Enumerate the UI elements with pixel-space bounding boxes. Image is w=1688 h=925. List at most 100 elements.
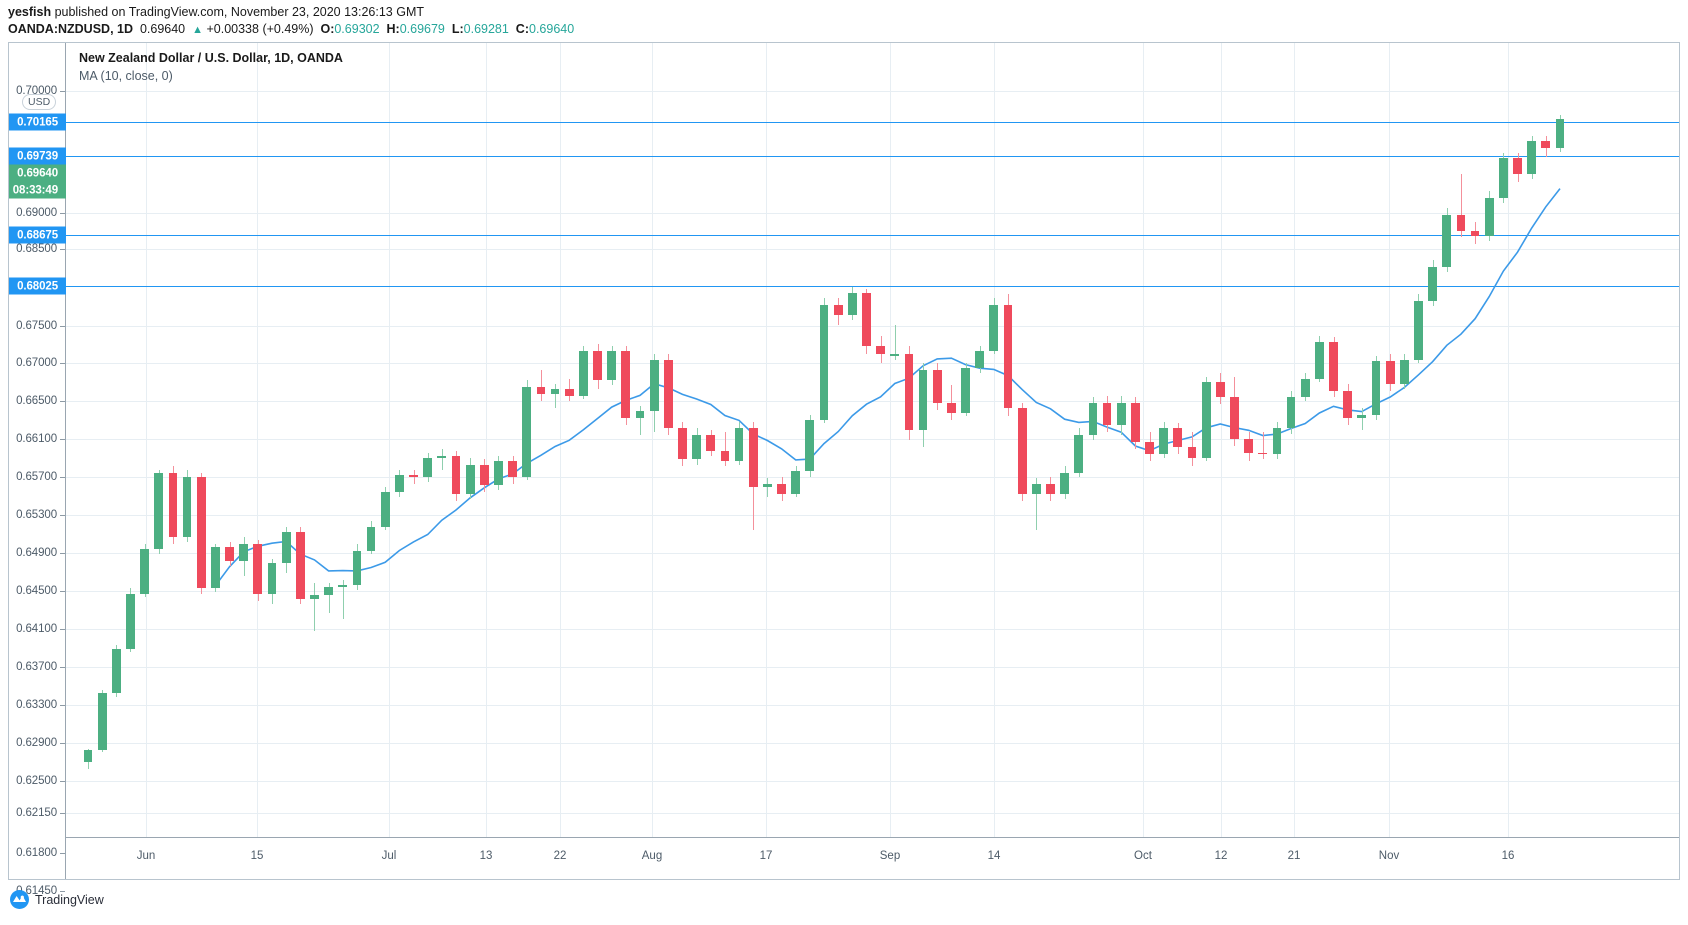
price-tick-label: 0.62150 [16, 807, 57, 819]
candle-wick [951, 385, 952, 420]
price-tick-mark [60, 91, 65, 92]
candle-body [805, 419, 815, 472]
time-tick-label: 15 [250, 850, 264, 862]
last-price-value: 0.69640 [139, 22, 186, 36]
candle-body [890, 354, 900, 356]
price-tick-label: 0.67000 [16, 357, 57, 369]
candle-body [1145, 442, 1154, 455]
candle-body [635, 411, 645, 419]
candle-body [1187, 447, 1197, 458]
time-tick-label: 12 [1214, 850, 1228, 862]
candle-body [1286, 397, 1296, 429]
price-tick-mark [60, 439, 65, 440]
candle-body [423, 457, 433, 477]
publish-line: yesfish published on TradingView.com, No… [8, 5, 424, 19]
price-tick-mark [60, 401, 65, 402]
candle-body [1357, 414, 1367, 419]
candle-body [564, 388, 574, 396]
price-level-badge[interactable]: 0.68025 [9, 277, 66, 295]
candle-body [975, 351, 985, 369]
gridline-v [146, 43, 147, 838]
price-tick-mark [60, 553, 65, 554]
candle-body [1513, 158, 1522, 174]
time-scale[interactable]: Jun 15 Jul 13 22 Aug 17 Sep 14 Oct 12 21 Nov 16 [66, 837, 1679, 879]
change-absolute: +0.00338 [206, 22, 259, 36]
candle-body [97, 693, 107, 751]
candle-body [494, 461, 503, 486]
candle-body [536, 387, 546, 395]
current-price-badge[interactable]: 0.69640 [9, 164, 66, 182]
candle-body [748, 428, 758, 487]
candle-body [1017, 407, 1027, 494]
gridline-h [66, 591, 1679, 592]
candle-body [1541, 141, 1551, 148]
gridline-h [66, 477, 1679, 478]
horizontal-price-line[interactable] [66, 122, 1679, 123]
candle-body [196, 476, 206, 589]
candle-body [267, 562, 277, 594]
brand-name: TradingView [35, 892, 104, 907]
price-tick-mark [60, 326, 65, 327]
gridline-h [66, 705, 1679, 706]
candle-body [1371, 361, 1381, 415]
candle-body [1173, 428, 1183, 448]
candle-body [380, 492, 390, 527]
time-tick-label: Jun [136, 850, 156, 862]
currency-badge: USD [22, 94, 57, 110]
candle-body [324, 586, 333, 596]
time-tick-label: 21 [1287, 850, 1301, 862]
time-tick-label: 16 [1501, 850, 1515, 862]
gridline-v [257, 43, 258, 838]
tradingview-logo-icon [10, 890, 29, 909]
price-level-badge[interactable]: 0.70165 [9, 113, 66, 131]
price-tick-mark [60, 743, 65, 744]
price-tick-mark [60, 781, 65, 782]
candle-body [83, 750, 93, 763]
candle-body [918, 369, 928, 431]
gridline-h [66, 813, 1679, 814]
candle-body [210, 547, 220, 589]
time-tick-label: 14 [987, 850, 1001, 862]
candle-body [819, 304, 829, 420]
candle-body [479, 464, 489, 486]
chart-legend: New Zealand Dollar / U.S. Dollar, 1D, OA… [79, 51, 343, 83]
gridline-v [486, 43, 487, 838]
candle-body [1201, 381, 1211, 458]
price-tick-mark [60, 591, 65, 592]
candle-body [946, 402, 956, 413]
time-tick-label: Jul [381, 850, 397, 862]
horizontal-price-line[interactable] [66, 156, 1679, 157]
candle-wick [541, 369, 542, 401]
candle-body [578, 351, 588, 396]
candle-body [451, 455, 461, 494]
candle-body [182, 476, 192, 537]
price-level-badge[interactable]: 0.68675 [9, 226, 66, 244]
horizontal-price-line[interactable] [66, 235, 1679, 236]
gridline-v [1221, 43, 1222, 838]
candle-body [126, 593, 135, 649]
candle-body [1527, 141, 1537, 174]
price-tick-label: 0.65300 [16, 509, 57, 521]
gridline-h [66, 743, 1679, 744]
candle-body [607, 351, 617, 381]
price-level-badge[interactable]: 0.69739 [9, 147, 66, 165]
plot-area[interactable]: New Zealand Dollar / U.S. Dollar, 1D, OA… [66, 43, 1679, 838]
candle-body [366, 526, 376, 551]
candle-body [663, 359, 673, 429]
candle-body [281, 531, 291, 563]
candle-body [1244, 438, 1253, 453]
price-tick-label: 0.67500 [16, 320, 57, 332]
candle-body [550, 388, 560, 395]
candle-body [1314, 342, 1324, 379]
current-price-badge[interactable]: 08:33:49 [9, 181, 66, 199]
price-tick-label: 0.66100 [16, 433, 57, 445]
price-tick-mark [60, 891, 65, 892]
price-tick-label: 0.62900 [16, 737, 57, 749]
gridline-v [994, 43, 995, 838]
candle-body [437, 455, 447, 458]
horizontal-price-line[interactable] [66, 286, 1679, 287]
price-tick-label: 0.63300 [16, 699, 57, 711]
price-tick-label: 0.68500 [16, 243, 57, 255]
price-scale[interactable]: USD 0.70000 0.69000 0.68500 0.67500 0.67000 0… [9, 43, 66, 897]
candle-body [1046, 483, 1055, 494]
